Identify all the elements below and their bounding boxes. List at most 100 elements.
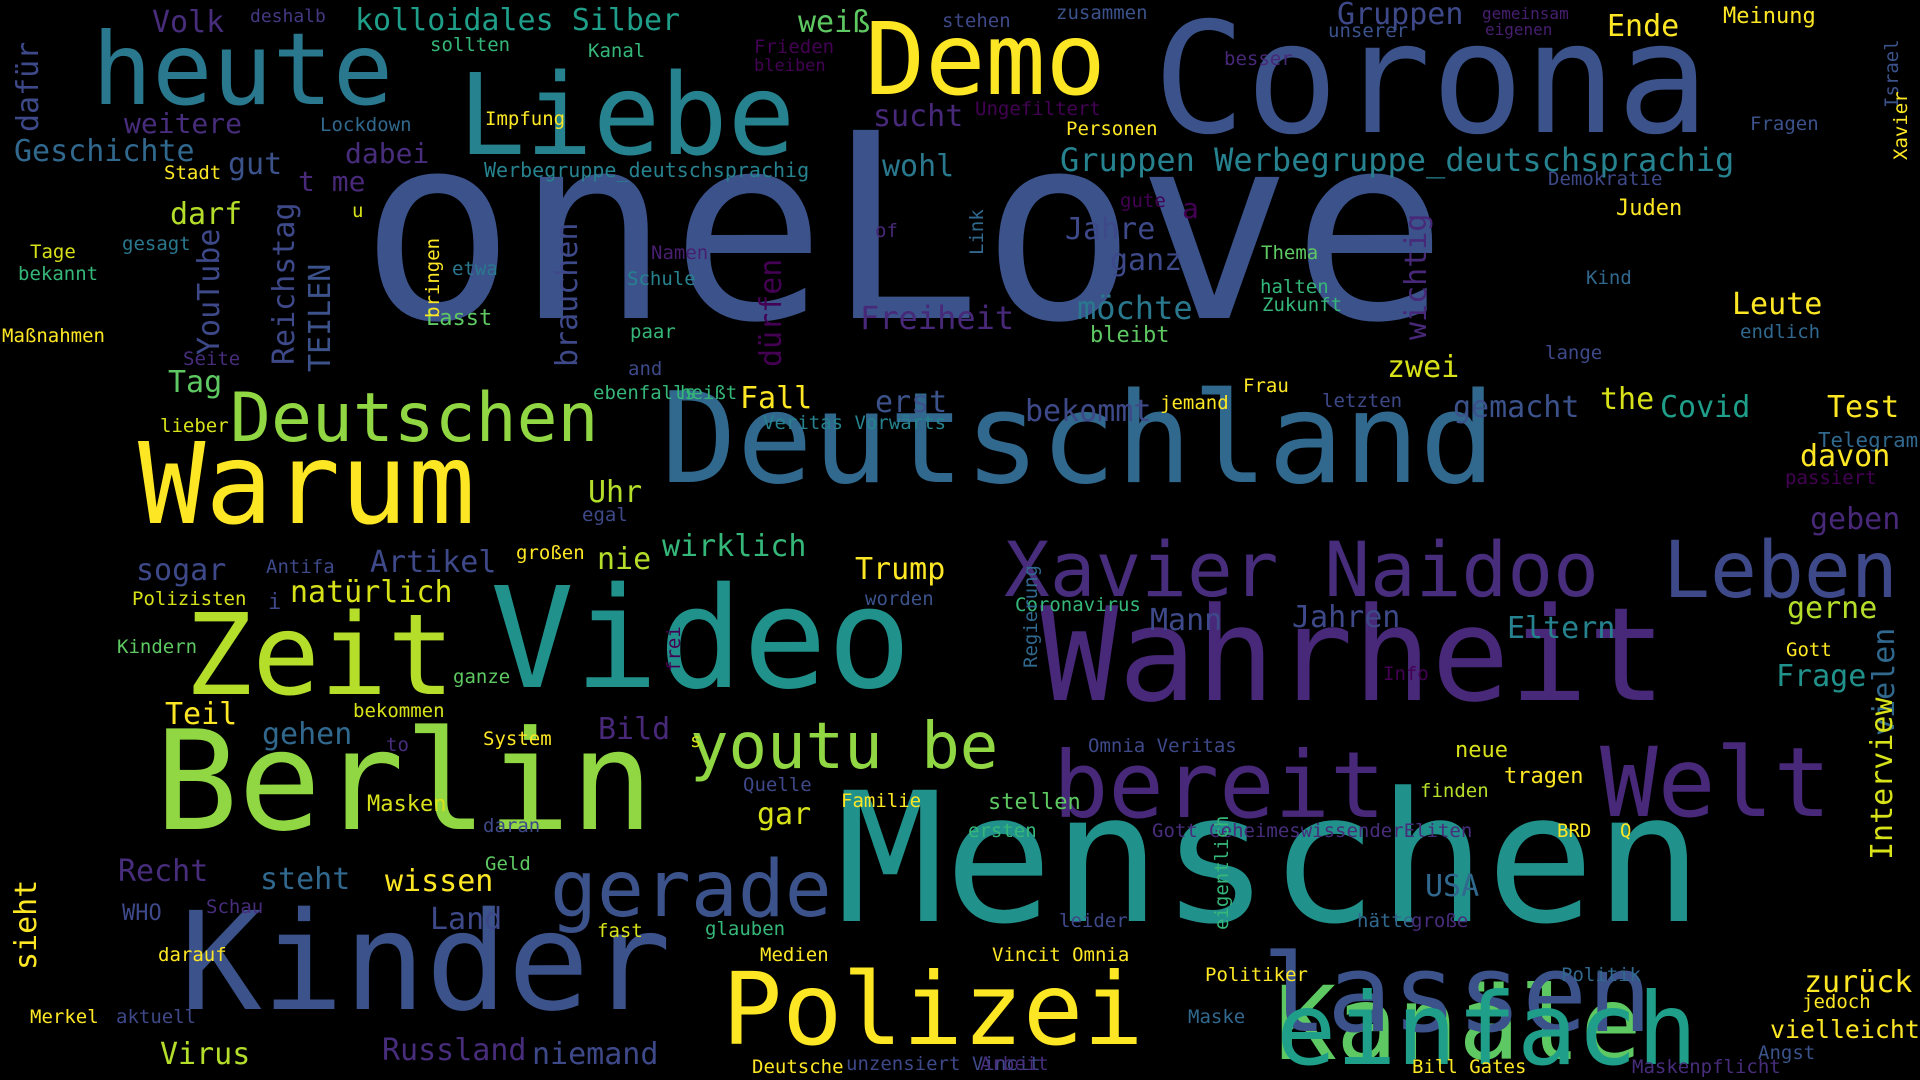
word: Medien — [760, 944, 829, 966]
word: t me — [298, 165, 366, 198]
word: leider — [1059, 910, 1128, 932]
word: Kind — [1586, 267, 1632, 289]
word: dafür — [11, 41, 46, 132]
word: deshalb — [250, 6, 326, 27]
word: kolloidales Silber — [355, 3, 681, 38]
word: Kanal — [588, 40, 646, 62]
word: Lasst — [426, 306, 493, 331]
word: jemand — [1160, 392, 1229, 414]
word: hätte — [1357, 910, 1415, 932]
word: erst — [875, 385, 948, 420]
word: Fragen — [1750, 113, 1819, 135]
word: u — [352, 200, 364, 222]
word: Jahren — [1292, 600, 1401, 635]
word: unserer — [1328, 20, 1409, 42]
word: Thema — [1261, 242, 1319, 264]
word: bringen — [422, 237, 444, 318]
word: Polizisten — [132, 588, 247, 610]
word: Werbegruppe_deutschsprachig — [484, 158, 810, 182]
word: s — [690, 730, 702, 752]
word: Juden — [1616, 196, 1683, 221]
word: bekommen — [353, 700, 445, 722]
word: Video — [490, 558, 912, 721]
word: Leute — [1732, 287, 1823, 322]
word: Polizei — [722, 951, 1144, 1068]
word: Telegram — [1818, 428, 1919, 452]
word: oneLove — [360, 79, 1448, 379]
word: Artikel — [370, 545, 497, 580]
word: Demokratie — [1548, 168, 1663, 190]
word: Welt — [1600, 727, 1832, 839]
word: wichtig — [1399, 213, 1434, 340]
word: Maske — [1188, 1006, 1246, 1028]
word: bekommt — [1025, 394, 1152, 429]
word: eigentlich — [1211, 815, 1233, 930]
word: stellen — [988, 790, 1081, 815]
word: Veritas Vorwärts — [763, 412, 947, 434]
word: großen — [516, 542, 585, 564]
word: Uhr — [588, 475, 643, 510]
word: youtu be — [690, 710, 999, 784]
word: Merkel — [30, 1006, 99, 1028]
word: Tage — [30, 241, 76, 263]
word: gerne — [1787, 591, 1878, 626]
word: Liebe — [458, 51, 796, 181]
word: Quelle — [743, 774, 812, 796]
word: YouTube — [192, 228, 227, 355]
word: sollten — [430, 34, 511, 56]
word: Fall — [740, 381, 813, 416]
word: Demo — [865, 1, 1106, 118]
word: Gott GeheimeswissenderEliten — [1152, 820, 1473, 842]
word: bekannt — [18, 263, 99, 285]
word: and — [628, 358, 663, 380]
word: Freiheit — [860, 299, 1015, 337]
word: Warum — [138, 420, 476, 550]
word: darauf — [158, 944, 227, 966]
word: unzensiert Vincit — [846, 1053, 1041, 1075]
word: Maßnahmen — [2, 325, 105, 347]
word: Schau — [206, 896, 264, 918]
word: finden — [1420, 780, 1489, 802]
word: niemand — [532, 1037, 659, 1072]
word: Angst — [1758, 1042, 1816, 1064]
word: Ende — [1607, 9, 1680, 44]
word: TEILEN — [303, 263, 338, 372]
word: sucht — [873, 99, 964, 134]
word: steht — [260, 862, 351, 897]
word: bleibt — [1090, 323, 1170, 348]
word: Namen — [651, 242, 709, 264]
word: zurück — [1804, 965, 1913, 1000]
word: endlich — [1740, 321, 1821, 343]
word: Regierung — [1020, 565, 1042, 668]
word: Frau — [1243, 375, 1289, 397]
word: dürfen — [754, 258, 789, 367]
word: Politik — [1561, 964, 1642, 986]
word: glauben — [705, 918, 786, 940]
word: Ungefiltert — [975, 98, 1101, 120]
word: Tag — [168, 365, 223, 400]
word: System — [483, 728, 552, 750]
word: Bild — [598, 712, 671, 747]
word: Frieden — [754, 36, 835, 58]
word: brauchen — [550, 222, 585, 368]
word: davon — [1800, 439, 1891, 474]
word: WHO — [122, 901, 162, 926]
word: möchte — [1077, 289, 1193, 327]
word: Covid — [1660, 390, 1751, 425]
word: vielleicht — [1770, 1015, 1920, 1044]
word: Masken — [367, 792, 447, 817]
word: of — [875, 220, 898, 242]
word: Russland — [382, 1033, 527, 1068]
word: Corona — [1153, 0, 1710, 169]
word: Info — [1383, 663, 1429, 685]
word: einfach — [1276, 971, 1698, 1080]
word: wohl — [882, 149, 955, 184]
word: Interview — [1865, 697, 1900, 860]
word: heißt — [680, 382, 738, 404]
word: geben — [1810, 502, 1901, 537]
word: Recht — [118, 854, 209, 889]
word: lieber — [160, 415, 229, 437]
word: to — [386, 734, 409, 756]
word: Deutschland — [661, 365, 1496, 512]
